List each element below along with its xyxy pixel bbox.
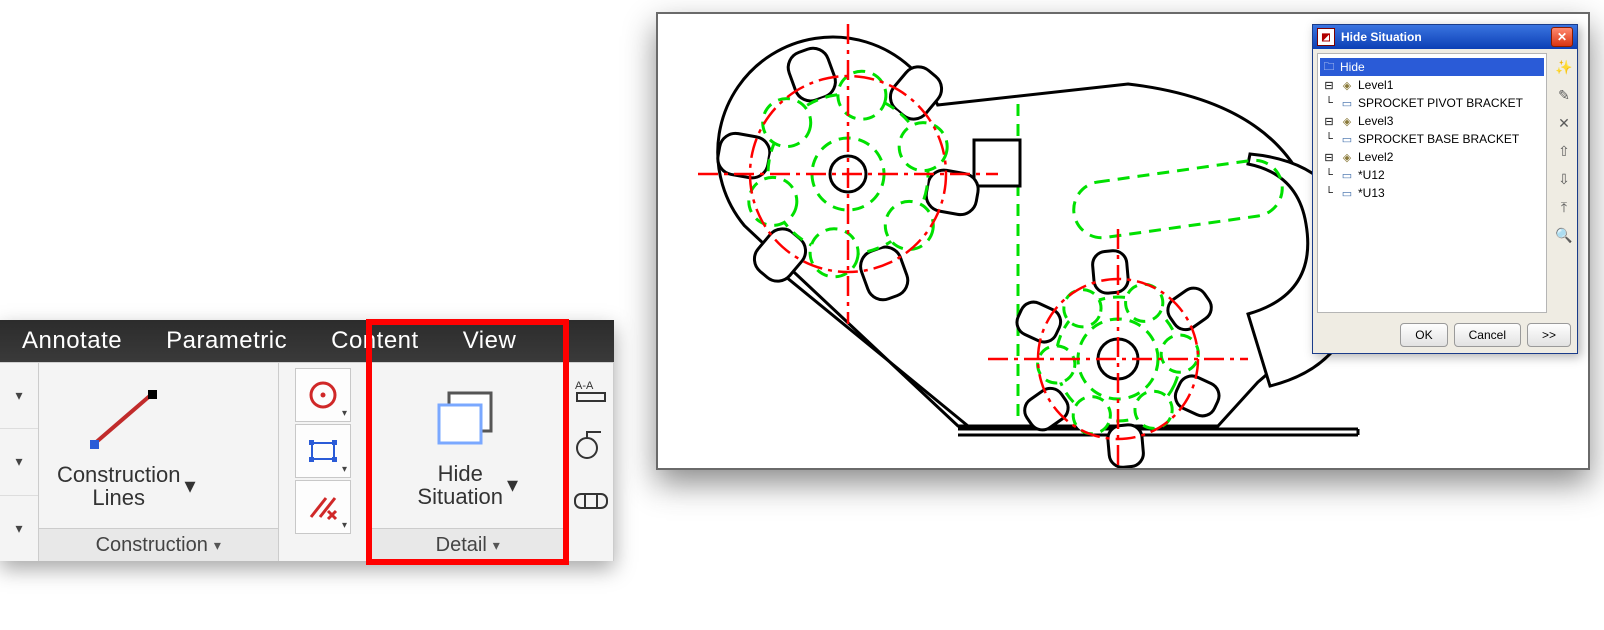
- construction-line-icon: [86, 386, 166, 457]
- tree-part[interactable]: └▭SPROCKET PIVOT BRACKET: [1320, 94, 1544, 112]
- break-view-button[interactable]: [571, 477, 611, 525]
- cube-icon: ◈: [1340, 78, 1354, 92]
- tree-part[interactable]: └▭SPROCKET BASE BRACKET: [1320, 130, 1544, 148]
- dialog-side-toolbar: ✨ ✎ ✕ ⇧ ⇩ ⤒ 🔍: [1551, 49, 1577, 317]
- panel-construction: Construction Lines ▾ Construction ▾: [39, 363, 279, 561]
- dialog-tree[interactable]: 🗀Hide⊟◈Level1└▭SPROCKET PIVOT BRACKET⊟◈L…: [1317, 53, 1547, 313]
- circle-center-button[interactable]: ▾: [295, 368, 351, 422]
- tree-group[interactable]: ⊟◈Level2: [1320, 148, 1544, 166]
- dropdown-small[interactable]: ▾: [0, 363, 38, 429]
- tab-parametric[interactable]: Parametric: [144, 327, 309, 355]
- hide-situation-label-l2: Situation: [417, 484, 503, 509]
- chevron-down-icon: ▾: [507, 473, 518, 496]
- viewport-reflection: [656, 468, 1586, 618]
- tab-view[interactable]: View: [441, 327, 539, 355]
- dialog-title: Hide Situation: [1341, 30, 1422, 44]
- panel-smallicons: ▾ ▾ ▾ .: [279, 363, 369, 561]
- move-top-icon[interactable]: ⤒: [1554, 197, 1574, 217]
- zoom-icon[interactable]: 🔍: [1554, 225, 1574, 245]
- close-icon[interactable]: ✕: [1551, 27, 1573, 47]
- chevron-down-icon: ▾: [184, 474, 195, 497]
- detail-view-button[interactable]: [571, 422, 611, 470]
- expand-icon[interactable]: ⊟: [1322, 150, 1336, 164]
- panel-title-text: Construction: [96, 534, 208, 557]
- expand-icon[interactable]: ⊟: [1322, 78, 1336, 92]
- rectangle-nodes-button[interactable]: ▾: [295, 424, 351, 478]
- construction-lines-label-l2: Lines: [92, 485, 145, 510]
- panel-clipped: A-A .: [568, 363, 614, 561]
- construction-lines-label-l1: Construction: [57, 462, 181, 487]
- section-view-button[interactable]: A-A: [571, 367, 611, 415]
- edit-icon[interactable]: ✎: [1554, 85, 1574, 105]
- dialog-titlebar[interactable]: ◩ Hide Situation ✕: [1313, 25, 1577, 49]
- part-icon: ▭: [1340, 132, 1354, 146]
- tree-part[interactable]: └▭*U12: [1320, 166, 1544, 184]
- move-down-icon[interactable]: ⇩: [1554, 169, 1574, 189]
- dialog-app-icon: ◩: [1317, 28, 1335, 46]
- new-hide-icon[interactable]: ✨: [1554, 57, 1574, 77]
- cad-viewport: ◩ Hide Situation ✕ 🗀Hide⊟◈Level1└▭SPROCK…: [656, 12, 1590, 470]
- panel-title-text: Detail: [436, 534, 487, 557]
- tree-root[interactable]: 🗀Hide: [1320, 58, 1544, 76]
- cancel-button[interactable]: Cancel: [1454, 323, 1521, 347]
- ribbon-content: ▾ ▾ ▾ Construction: [0, 362, 614, 561]
- dropdown-small[interactable]: ▾: [0, 496, 38, 561]
- panel-detail: Hide Situation ▾ Detail ▾: [368, 363, 568, 561]
- tab-annotate[interactable]: Annotate: [0, 327, 144, 355]
- move-up-icon[interactable]: ⇧: [1554, 141, 1574, 161]
- cube-icon: ◈: [1340, 150, 1354, 164]
- construction-lines-button[interactable]: Construction Lines ▾: [39, 380, 214, 511]
- expand-icon[interactable]: ⊟: [1322, 114, 1336, 128]
- ribbon-tabs: Annotate Parametric Content View: [0, 320, 614, 362]
- panel-title-detail[interactable]: Detail ▾: [368, 528, 567, 561]
- tree-group[interactable]: ⊟◈Level1: [1320, 76, 1544, 94]
- delete-icon[interactable]: ✕: [1554, 113, 1574, 133]
- part-icon: ▭: [1340, 168, 1354, 182]
- folder-icon: 🗀: [1322, 60, 1336, 74]
- expand-button[interactable]: >>: [1527, 323, 1571, 347]
- hide-situation-dialog: ◩ Hide Situation ✕ 🗀Hide⊟◈Level1└▭SPROCK…: [1312, 24, 1578, 354]
- dropdown-small[interactable]: ▾: [0, 429, 38, 495]
- part-icon: ▭: [1340, 186, 1354, 200]
- part-icon: ▭: [1340, 96, 1354, 110]
- cube-icon: ◈: [1340, 114, 1354, 128]
- tab-content[interactable]: Content: [309, 327, 441, 355]
- hide-situation-icon: [431, 387, 505, 456]
- chevron-down-icon: ▾: [493, 537, 500, 554]
- hide-situation-label-l1: Hide: [438, 461, 483, 486]
- ribbon-snippet: Annotate Parametric Content View ▾ ▾ ▾: [0, 320, 614, 561]
- svg-text:A-A: A-A: [575, 380, 594, 392]
- tree-part[interactable]: └▭*U13: [1320, 184, 1544, 202]
- hide-situation-button[interactable]: Hide Situation ▾: [399, 381, 536, 510]
- panel-title-construction[interactable]: Construction ▾: [39, 528, 278, 561]
- ok-button[interactable]: OK: [1400, 323, 1447, 347]
- tree-group[interactable]: ⊟◈Level3: [1320, 112, 1544, 130]
- chevron-down-icon: ▾: [214, 537, 221, 554]
- ribbon-dropdown-strip: ▾ ▾ ▾: [0, 363, 39, 561]
- delete-construction-button[interactable]: ▾: [295, 480, 351, 534]
